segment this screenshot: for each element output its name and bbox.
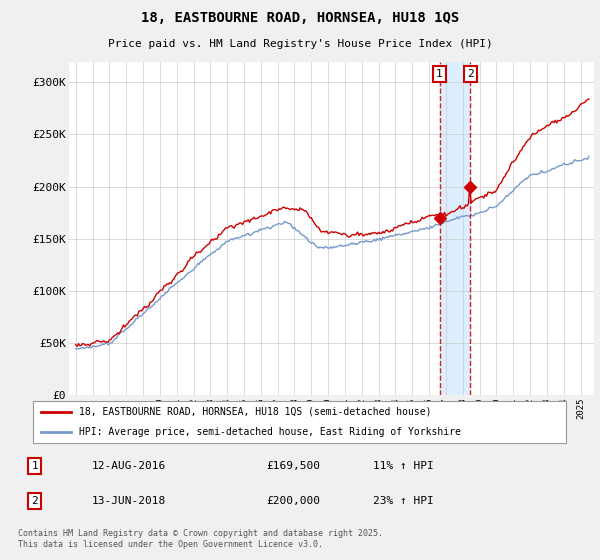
Text: 18, EASTBOURNE ROAD, HORNSEA, HU18 1QS (semi-detached house): 18, EASTBOURNE ROAD, HORNSEA, HU18 1QS (… <box>79 407 431 417</box>
Text: £200,000: £200,000 <box>266 496 320 506</box>
Text: 11% ↑ HPI: 11% ↑ HPI <box>373 461 434 471</box>
Text: 2: 2 <box>467 69 474 79</box>
Text: 18, EASTBOURNE ROAD, HORNSEA, HU18 1QS: 18, EASTBOURNE ROAD, HORNSEA, HU18 1QS <box>141 11 459 25</box>
Text: 23% ↑ HPI: 23% ↑ HPI <box>373 496 434 506</box>
Bar <box>440 62 470 395</box>
Text: 13-JUN-2018: 13-JUN-2018 <box>91 496 166 506</box>
Text: 1: 1 <box>32 461 38 471</box>
Text: 1: 1 <box>436 69 443 79</box>
Text: £169,500: £169,500 <box>266 461 320 471</box>
Text: 2: 2 <box>32 496 38 506</box>
FancyBboxPatch shape <box>33 401 566 443</box>
Text: HPI: Average price, semi-detached house, East Riding of Yorkshire: HPI: Average price, semi-detached house,… <box>79 427 460 437</box>
Text: Contains HM Land Registry data © Crown copyright and database right 2025.
This d: Contains HM Land Registry data © Crown c… <box>18 529 383 549</box>
Text: Price paid vs. HM Land Registry's House Price Index (HPI): Price paid vs. HM Land Registry's House … <box>107 39 493 49</box>
Text: 12-AUG-2016: 12-AUG-2016 <box>91 461 166 471</box>
